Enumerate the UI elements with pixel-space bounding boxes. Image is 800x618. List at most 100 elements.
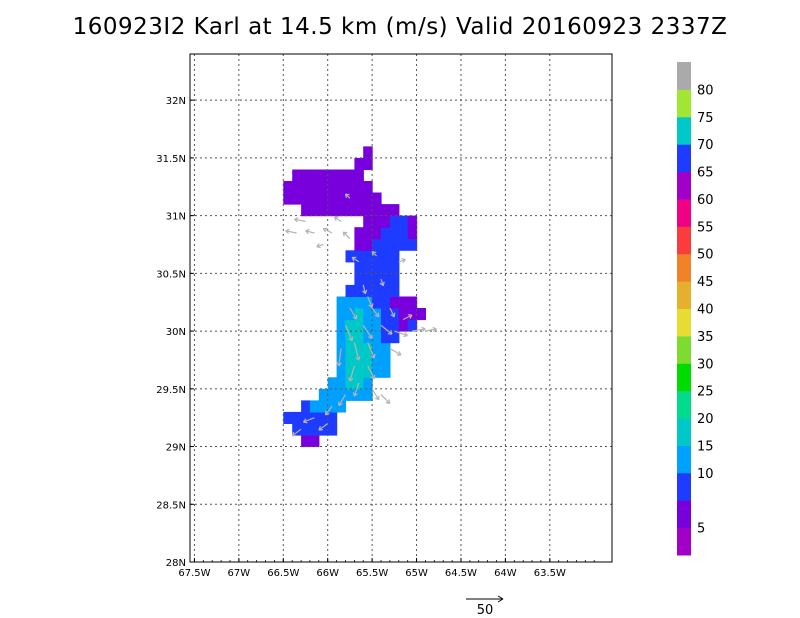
speed-cell — [389, 238, 400, 251]
speed-cell — [354, 192, 364, 205]
wind-vector — [353, 342, 361, 361]
speed-cell — [398, 296, 409, 309]
speed-cell — [336, 365, 347, 378]
y-tick-label: 28.5N — [156, 500, 186, 511]
colorbar-label: 60 — [697, 193, 714, 208]
speed-cell — [363, 227, 373, 240]
speed-cell — [318, 400, 329, 413]
speed-cell — [354, 227, 364, 240]
speed-cell — [327, 169, 338, 182]
speed-cell — [318, 204, 329, 217]
speed-cell — [381, 354, 391, 367]
axis-ticks: 67.5W 67W 66.5W 66W 65.5W 65W 64.5W 64W 63.5W 28N… — [156, 96, 595, 579]
speed-cell — [309, 192, 320, 205]
speed-cell — [354, 273, 364, 286]
colorbar-band — [677, 445, 691, 474]
speed-cell — [292, 423, 302, 436]
speed-cell — [372, 192, 382, 205]
wind-vector — [371, 251, 378, 257]
speed-cell — [292, 169, 302, 182]
speed-cell — [318, 411, 329, 424]
colorbar-band — [677, 144, 691, 173]
wind-vector — [336, 348, 342, 367]
wind-vector — [316, 243, 324, 249]
speed-cell — [345, 169, 355, 182]
speed-cell — [372, 354, 382, 367]
wind-vectors — [285, 193, 437, 437]
speed-cell — [336, 308, 347, 321]
wind-vector — [379, 278, 385, 287]
colorbar-band — [677, 500, 691, 529]
speed-cell — [372, 273, 382, 286]
speed-cell — [381, 319, 391, 332]
speed-cell — [398, 319, 409, 332]
speed-cell — [301, 192, 311, 205]
speed-cell — [372, 250, 382, 263]
speed-cell — [363, 377, 373, 390]
speed-cell — [363, 146, 373, 159]
speed-cell — [381, 204, 391, 217]
y-tick-label: 32N — [166, 96, 186, 107]
speed-cell — [354, 169, 364, 182]
wind-vector — [352, 382, 360, 397]
speed-cell — [389, 227, 400, 240]
speed-cell — [336, 388, 347, 401]
colorbar-band — [677, 253, 691, 282]
speed-cell — [407, 308, 418, 321]
colorbar-band — [677, 308, 691, 337]
speed-cell — [389, 284, 400, 297]
wind-vector — [305, 228, 315, 235]
speed-cell — [309, 423, 320, 436]
colorbar-band — [677, 335, 691, 364]
y-tick-label: 30N — [166, 327, 186, 338]
colorbar-label: 30 — [697, 357, 714, 372]
speed-cell — [363, 238, 373, 251]
speed-cell — [301, 181, 311, 194]
wind-vector — [371, 307, 380, 318]
speed-cell — [345, 308, 355, 321]
speed-cell — [318, 192, 329, 205]
colorbar-band — [677, 363, 691, 392]
speed-cell — [309, 181, 320, 194]
wind-vector — [349, 307, 358, 320]
speed-cell — [354, 204, 364, 217]
speed-cell — [372, 365, 382, 378]
colorbar-label: 5 — [697, 522, 705, 537]
speed-cell — [363, 331, 373, 344]
wind-vector — [338, 394, 347, 407]
wind-vector — [389, 347, 402, 356]
x-tick-label: 65.5W — [356, 568, 388, 579]
speed-cell — [372, 261, 382, 274]
speed-cell — [318, 423, 329, 436]
speed-cell — [318, 169, 329, 182]
x-tick-label: 67.5W — [178, 568, 210, 579]
speed-cell — [354, 365, 364, 378]
speed-cell — [389, 250, 400, 263]
wind-vector — [294, 217, 306, 223]
colorbar-label: 80 — [697, 83, 714, 98]
colorbar-label: 50 — [697, 248, 714, 263]
speed-cell — [363, 388, 373, 401]
colorbar-band — [677, 281, 691, 309]
speed-cell — [363, 342, 373, 355]
wind-vector — [402, 314, 413, 321]
speed-cell — [372, 284, 382, 297]
speed-cell — [283, 192, 293, 205]
speed-cell — [301, 411, 311, 424]
speed-cell — [354, 388, 364, 401]
reference-vector: 50 — [466, 595, 504, 618]
speed-cell — [381, 308, 391, 321]
speed-cell — [363, 365, 373, 378]
map-title: 160923I2 Karl at 14.5 km (m/s) Valid 201… — [72, 14, 728, 40]
map-frame — [189, 53, 613, 563]
speed-cell — [345, 250, 355, 263]
wind-vector — [324, 405, 333, 416]
wind-vector — [425, 326, 437, 333]
speed-cell — [381, 331, 391, 344]
speed-cell — [363, 319, 373, 332]
speed-cell — [345, 192, 355, 205]
speed-cell — [336, 169, 347, 182]
speed-cell — [327, 192, 338, 205]
wind-vector — [389, 307, 396, 318]
speed-cell — [301, 423, 311, 436]
